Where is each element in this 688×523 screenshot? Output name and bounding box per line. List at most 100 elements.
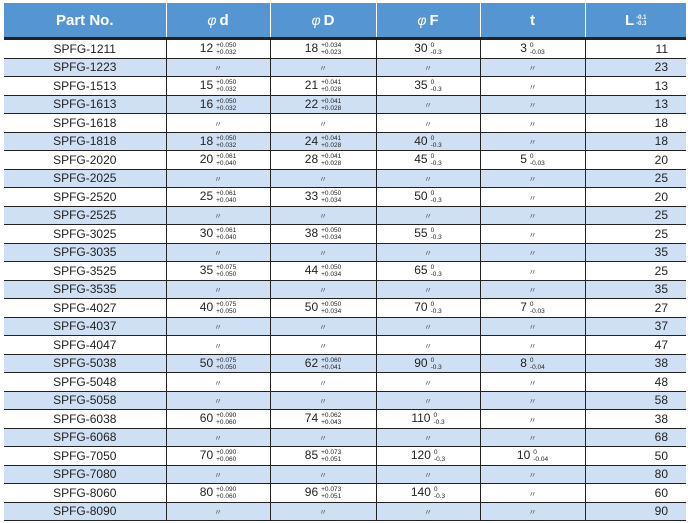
part-no-cell: SPFG-1618 [4, 113, 166, 133]
dimension-F-cell: 〃 [375, 206, 480, 225]
length-L-cell: 18 [584, 113, 686, 133]
dimension-F-cell: 40 0 -0.3 [375, 132, 480, 151]
ditto-mark: 〃 [528, 230, 537, 240]
length-L-cell: 11 [584, 38, 686, 59]
dimension-D-cell: 74 +0.062 +0.043 [269, 409, 376, 429]
dimension-d-cell: 35 +0.075 +0.050 [165, 261, 270, 281]
dimension-d-cell: 〃 [165, 465, 270, 484]
nominal-value: 85 [304, 448, 319, 463]
dimension-F-cell: 〃 [375, 113, 480, 133]
ditto-mark: 〃 [319, 64, 327, 74]
nominal-value: 74 [304, 411, 319, 426]
dimension-F-cell: 45 0 -0.3 [375, 150, 480, 170]
dimension-F-cell: 110 0 -0.3 [375, 409, 480, 429]
dimension-F-cell: 30 0 -0.3 [375, 38, 480, 59]
ditto-mark: 〃 [214, 378, 222, 388]
tolerance: 0 -0.3 [430, 227, 442, 242]
nominal-value: 62 [304, 355, 319, 370]
part-no-cell: SPFG-5058 [4, 391, 166, 410]
dimension-t-cell: 〃 [479, 95, 585, 114]
table-row: SPFG-4027 40 +0.075 +0.050 50 +0.050 +0.034 70 0… [4, 298, 686, 318]
dimension-t-cell: 7 0 -0.03 [479, 298, 585, 318]
ditto-mark: 〃 [528, 82, 537, 92]
part-no-cell: SPFG-3535 [4, 280, 166, 299]
ditto-mark: 〃 [214, 397, 222, 407]
tolerance: 0 -0.3 [430, 264, 442, 279]
part-no-cell: SPFG-5038 [4, 354, 166, 373]
tolerance: +0.075 +0.050 [216, 356, 237, 371]
dimension-D-cell: 85 +0.073 +0.051 [269, 446, 376, 466]
dimension-D-cell: 〃 [269, 113, 376, 133]
part-no-cell: SPFG-5048 [4, 372, 166, 392]
part-no-cell: SPFG-2020 [4, 150, 166, 170]
tolerance: +0.060 +0.041 [321, 356, 342, 371]
dimension-t-cell: 〃 [479, 335, 585, 355]
length-L-cell: 50 [584, 446, 686, 466]
ditto-mark: 〃 [319, 434, 327, 444]
nominal-value: 18 [199, 133, 214, 148]
ditto-mark: 〃 [528, 212, 537, 222]
length-L-cell: 25 [584, 206, 686, 225]
dimension-d-cell: 〃 [165, 280, 270, 299]
dimension-t-cell: 〃 [479, 317, 585, 336]
dimension-d-cell: 〃 [165, 317, 270, 336]
part-no-cell: SPFG-8090 [4, 502, 166, 521]
nominal-value: 55 [414, 226, 428, 241]
tolerance: +0.090 +0.060 [216, 412, 237, 427]
dimension-F-cell: 〃 [375, 335, 480, 355]
table-row: SPFG-2025 〃 〃 〃 〃 25 [4, 169, 686, 188]
part-no-cell: SPFG-3525 [4, 261, 166, 281]
dimension-d-cell: 〃 [165, 243, 270, 262]
ditto-mark: 〃 [424, 119, 432, 129]
ditto-mark: 〃 [528, 323, 537, 333]
ditto-mark: 〃 [424, 397, 432, 407]
length-L-cell: 27 [584, 298, 686, 318]
dimension-d-cell: 〃 [165, 206, 270, 225]
dimension-d-cell: 18 +0.050 +0.032 [165, 132, 270, 151]
tolerance: +0.050 +0.032 [216, 79, 237, 94]
ditto-mark: 〃 [528, 64, 537, 74]
nominal-value: 3 [520, 41, 527, 56]
tolerance: +0.050 +0.034 [321, 227, 342, 242]
tolerance: +0.073 +0.051 [321, 449, 342, 464]
dimension-t-cell: 〃 [479, 280, 585, 299]
nominal-value: 96 [304, 485, 319, 500]
ditto-mark: 〃 [424, 434, 432, 444]
dimension-d-cell: 〃 [165, 372, 270, 392]
dimension-d-cell: 70 +0.090 +0.060 [165, 446, 270, 466]
part-no-cell: SPFG-7080 [4, 465, 166, 484]
dimension-F-cell: 70 0 -0.3 [375, 298, 480, 318]
tolerance: +0.075 +0.050 [216, 301, 237, 316]
tolerance: +0.041 +0.028 [321, 97, 342, 112]
table-row: SPFG-8090 〃 〃 〃 〃 90 [4, 502, 686, 521]
tolerance: +0.050 +0.032 [216, 97, 237, 112]
tolerance: +0.061 +0.040 [216, 227, 237, 242]
table-row: SPFG-1818 18 +0.050 +0.032 24 +0.041 +0.028 40 0… [4, 132, 686, 151]
tolerance: 0 -0.3 [430, 42, 442, 57]
L-tolerance: -0.1 -0.3 [636, 14, 647, 27]
dimension-F-cell: 50 0 -0.3 [375, 187, 480, 207]
nominal-value: 30 [414, 41, 428, 56]
dimension-t-cell: 〃 [479, 483, 585, 503]
table-row: SPFG-2520 25 +0.061 +0.040 33 +0.050 +0.034 50 0… [4, 187, 686, 207]
dimension-D-cell: 〃 [269, 465, 376, 484]
dimension-d-cell: 〃 [165, 169, 270, 188]
tolerance: +0.041 +0.028 [321, 79, 342, 94]
nominal-value: 50 [304, 300, 319, 315]
ditto-mark: 〃 [424, 286, 432, 296]
nominal-value: 10 [516, 448, 531, 463]
dimension-D-cell: 〃 [269, 391, 376, 410]
ditto-mark: 〃 [319, 397, 327, 407]
dimension-t-cell: 〃 [479, 465, 585, 484]
ditto-mark: 〃 [319, 212, 327, 222]
phi-symbol: φ [311, 11, 321, 28]
dimension-F-cell: 〃 [375, 169, 480, 188]
dimension-F-cell: 120 0 -0.3 [375, 446, 480, 466]
table-row: SPFG-6068 〃 〃 〃 〃 68 [4, 428, 686, 447]
length-L-cell: 25 [584, 261, 686, 281]
ditto-mark: 〃 [424, 101, 432, 111]
dimension-F-cell: 〃 [375, 391, 480, 410]
table-row: SPFG-2020 20 +0.061 +0.040 28 +0.041 +0.028 45 0… [4, 150, 686, 170]
